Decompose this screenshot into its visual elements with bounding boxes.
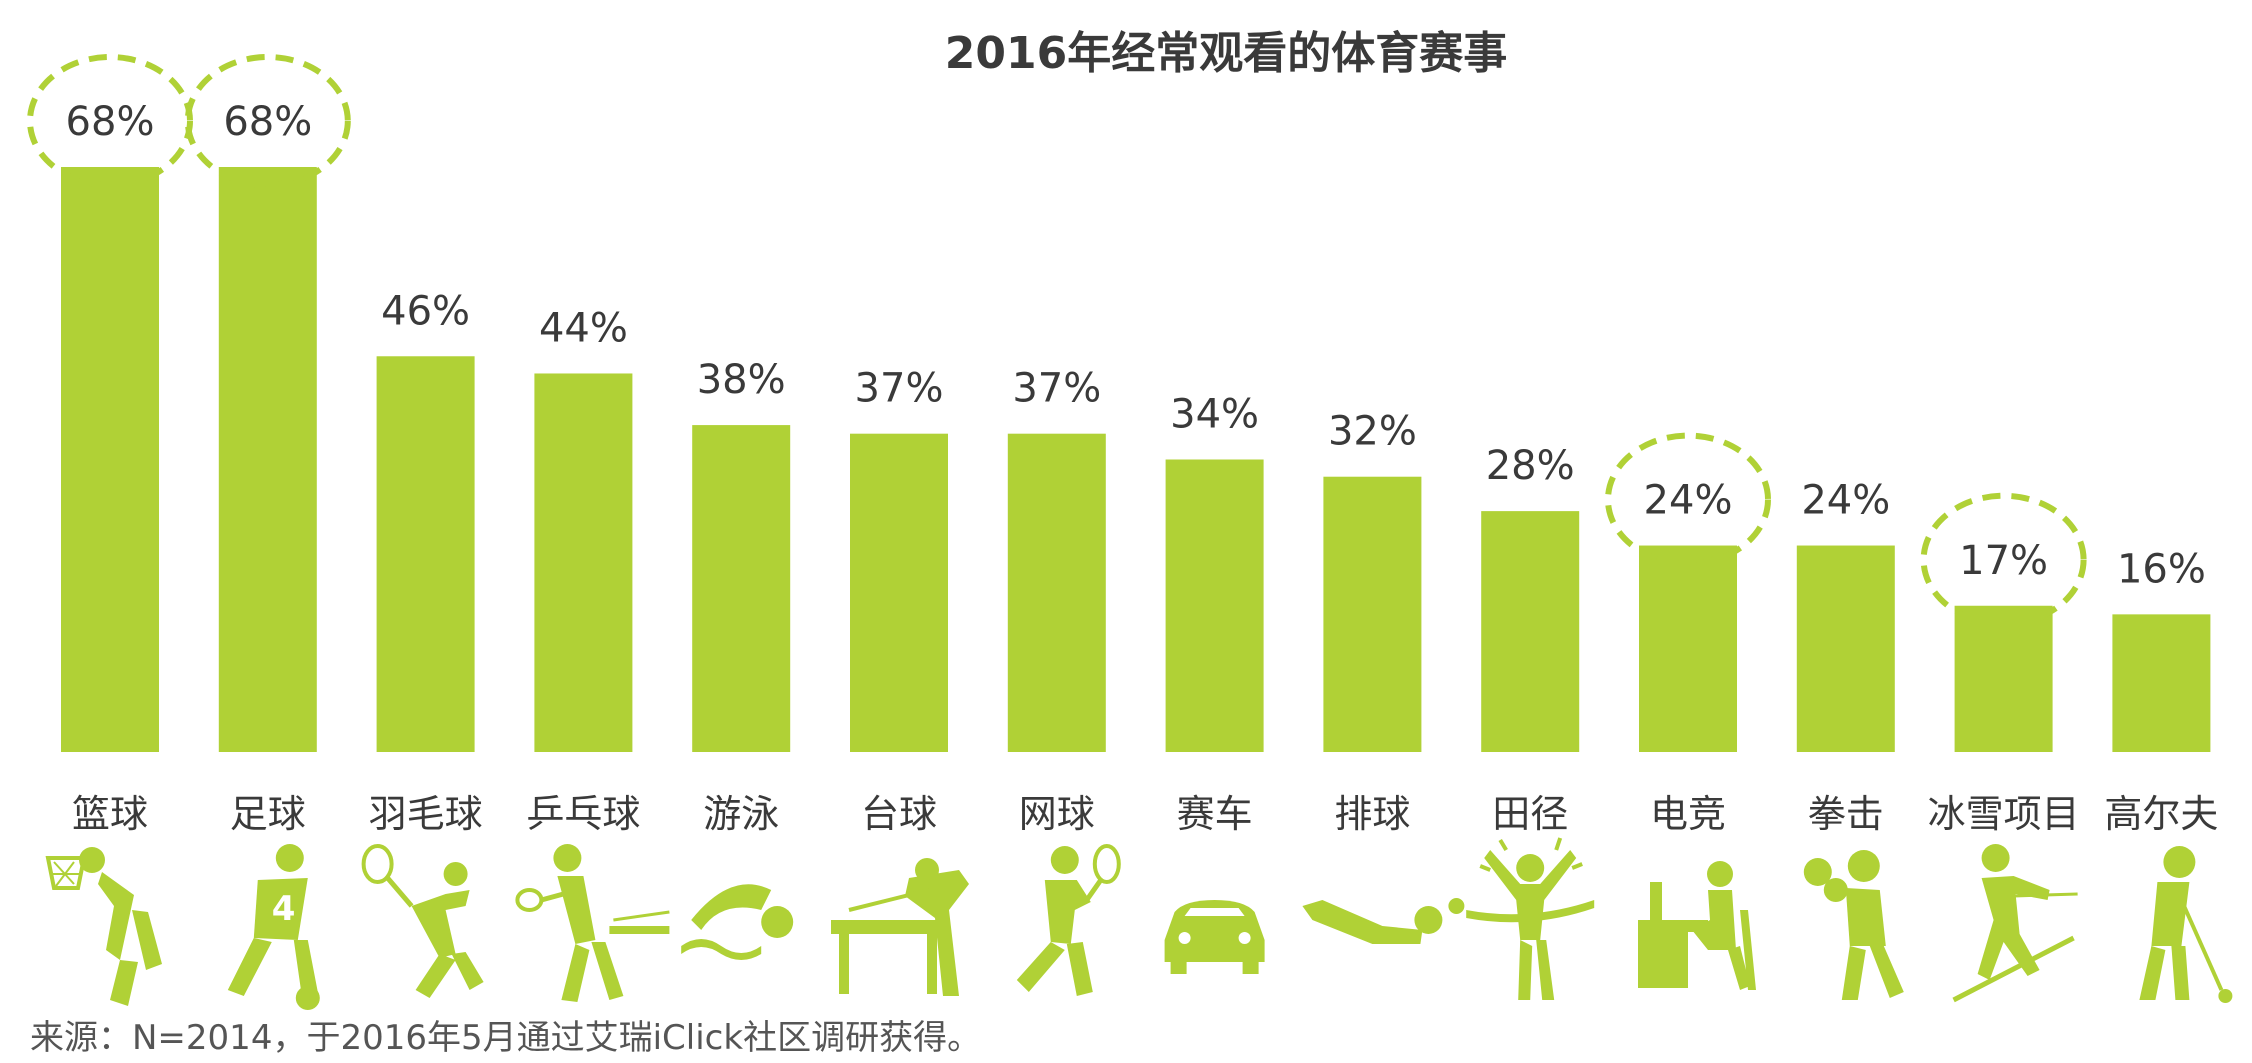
value-label-10: 28%: [1486, 443, 1575, 489]
bar-4: [534, 373, 633, 752]
bar-10: [1481, 511, 1580, 752]
value-label-6: 37%: [855, 366, 944, 412]
category-label-9: 排球: [1334, 792, 1410, 836]
category-label-5: 游泳: [703, 792, 779, 836]
highlight-ring-11: [1605, 432, 1771, 567]
value-label-4: 44%: [539, 305, 628, 351]
category-label-11: 电竞: [1650, 792, 1726, 836]
source-note: 来源：N=2014，于2016年5月通过艾瑞iClick社区调研获得。: [30, 1018, 982, 1058]
billiards-player-icon: [831, 858, 969, 996]
track-runner-icon: [1466, 837, 1595, 1000]
value-label-13: 17%: [1959, 538, 2048, 584]
category-label-1: 篮球: [72, 792, 148, 836]
value-label-11: 24%: [1644, 478, 1733, 524]
category-label-2: 足球: [230, 792, 306, 836]
bar-13: [1954, 605, 2053, 752]
value-label-9: 32%: [1328, 409, 1417, 455]
bar-12: [1796, 545, 1895, 752]
value-label-12: 24%: [1801, 478, 1890, 524]
bar-2: [218, 167, 317, 752]
value-label-14: 16%: [2117, 546, 2206, 592]
race-car-icon: [1164, 900, 1265, 974]
table-tennis-player-icon: [515, 844, 670, 1002]
category-label-13: 冰雪项目: [1928, 792, 2080, 836]
chart-title: 2016年经常观看的体育赛事: [945, 28, 1507, 79]
bar-7: [1007, 433, 1106, 752]
bar-5: [692, 425, 791, 752]
soccer-player-icon: 4: [227, 844, 320, 1010]
value-label-3: 46%: [381, 288, 470, 334]
value-label-1: 68%: [66, 99, 155, 145]
value-label-2: 68%: [223, 99, 312, 145]
category-label-3: 羽毛球: [369, 792, 483, 836]
bar-6: [850, 433, 948, 752]
tennis-player-icon: [1016, 844, 1121, 996]
bar-11: [1639, 545, 1737, 752]
category-label-4: 乒乓球: [526, 792, 640, 836]
highlight-ring-1: [27, 54, 193, 188]
badminton-player-icon: [361, 844, 484, 998]
value-label-7: 37%: [1012, 366, 1101, 412]
category-label-7: 网球: [1019, 792, 1095, 836]
esports-gamer-icon: [1638, 861, 1756, 990]
bar-8: [1165, 459, 1264, 752]
value-label-5: 38%: [697, 357, 786, 403]
svg-text:4: 4: [272, 889, 296, 929]
basketball-player-icon: [45, 847, 162, 1006]
category-label-10: 田径: [1492, 792, 1568, 836]
category-label-8: 赛车: [1177, 792, 1253, 836]
highlight-ring-2: [184, 54, 351, 188]
highlight-ring-13: [1920, 492, 2087, 627]
category-label-6: 台球: [861, 792, 937, 836]
golfer-icon: [2139, 846, 2233, 1003]
swimmer-icon: [681, 884, 794, 960]
value-label-8: 34%: [1170, 392, 1259, 438]
bar-3: [376, 356, 475, 752]
category-label-14: 高尔夫: [2104, 792, 2218, 836]
bar-1: [61, 167, 159, 752]
volleyball-player-icon: [1302, 898, 1465, 944]
skier-icon: [1952, 844, 2078, 1003]
category-label-12: 拳击: [1808, 792, 1884, 836]
boxer-icon: [1803, 850, 1904, 1000]
bar-9: [1323, 476, 1422, 752]
bar-14: [2112, 614, 2211, 752]
